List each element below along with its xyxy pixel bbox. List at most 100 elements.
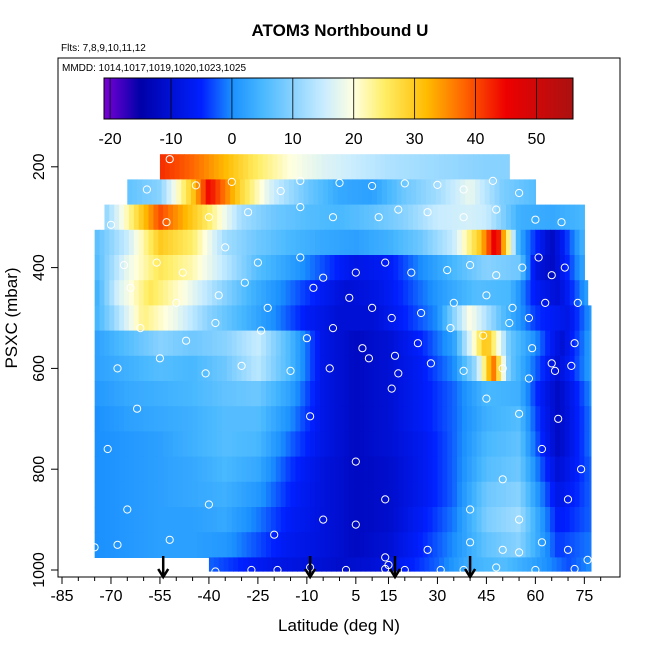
y-tick-label: 400 (31, 254, 48, 281)
heatmap-cell (393, 330, 399, 357)
heatmap-cell (349, 381, 355, 407)
heatmap-cell (202, 305, 208, 332)
heatmap-cell (231, 305, 238, 332)
heatmap-cell (163, 305, 169, 332)
heatmap-cell (417, 204, 424, 231)
heatmap-cell (310, 229, 316, 256)
heatmap-cell (334, 481, 341, 508)
heatmap-cell (104, 355, 110, 382)
sample-point (276, 186, 285, 196)
heatmap-cell (262, 154, 269, 180)
heatmap-cell (491, 456, 497, 483)
heatmap-cell (257, 154, 264, 180)
heatmap-cell (218, 557, 225, 572)
heatmap-cell (241, 280, 248, 306)
sample-point (515, 409, 524, 418)
sample-point (178, 268, 187, 277)
heatmap-cell (280, 280, 287, 306)
heatmap-cell (119, 355, 125, 382)
heatmap-cell (506, 456, 512, 483)
heatmap-cell (305, 507, 311, 533)
heatmap-cell (275, 330, 282, 357)
heatmap-cell (241, 532, 248, 558)
heatmap-cell (295, 204, 301, 231)
heatmap-cell (99, 330, 106, 357)
sample-point (492, 205, 501, 214)
heatmap-cell (329, 229, 336, 256)
heatmap-cell (554, 330, 561, 357)
sample-point (550, 366, 560, 375)
heatmap-cell (217, 255, 223, 281)
heatmap-cell (393, 481, 399, 508)
sample-point (358, 344, 367, 353)
sample-point (498, 475, 507, 484)
heatmap-cell (377, 179, 383, 206)
heatmap-cell (481, 532, 488, 558)
heatmap-cell (138, 229, 145, 256)
sample-point (515, 188, 524, 198)
heatmap-cell (217, 229, 223, 256)
heatmap-cell (515, 381, 522, 407)
heatmap-cell (293, 179, 300, 206)
heatmap-cell (226, 406, 233, 432)
heatmap-cell (429, 557, 435, 572)
heatmap-cell (422, 532, 429, 558)
heatmap-cell (305, 532, 311, 558)
heatmap-cell (496, 255, 502, 281)
heatmap-cell (417, 280, 424, 306)
heatmap-cell (510, 280, 517, 306)
sample-point (449, 298, 458, 307)
sample-point (508, 303, 517, 312)
heatmap-cell (153, 481, 159, 508)
heatmap-cell (447, 305, 453, 332)
heatmap-cell (176, 179, 182, 206)
heatmap-cell (427, 305, 434, 332)
heatmap-cell (324, 280, 331, 306)
heatmap-cell (393, 229, 399, 256)
heatmap-cell (465, 179, 471, 206)
sample-point (273, 565, 282, 575)
heatmap-cell (520, 229, 527, 256)
heatmap-cell (168, 381, 174, 407)
heatmap-cell (192, 280, 199, 306)
heatmap-cell (427, 507, 434, 533)
heatmap-cell (148, 381, 155, 407)
heatmap-cell (533, 179, 536, 206)
colorbar-tick-label: 20 (345, 131, 363, 148)
heatmap-cell (408, 255, 414, 281)
heatmap-cell (266, 255, 272, 281)
heatmap-cell (461, 507, 468, 533)
sample-point (351, 457, 360, 466)
heatmap-cell (486, 229, 492, 256)
heatmap-cell (504, 179, 510, 206)
heatmap-cell (148, 431, 155, 458)
heatmap-cell (540, 255, 546, 281)
heatmap-cell (310, 204, 316, 231)
heatmap-cell (496, 229, 502, 256)
heatmap-cell (393, 305, 399, 332)
heatmap-cell (398, 305, 404, 332)
sample-point (257, 326, 266, 335)
heatmap-cell (349, 204, 355, 231)
heatmap-cell (388, 280, 394, 306)
heatmap-cell (249, 179, 256, 206)
heatmap-cell (406, 179, 412, 206)
heatmap-cell (124, 481, 130, 508)
heatmap-cell (310, 255, 316, 281)
heatmap-cell (437, 456, 443, 483)
heatmap-cell (212, 305, 218, 332)
heatmap-cell (492, 154, 499, 180)
heatmap-cell (432, 280, 439, 306)
heatmap-cell (506, 280, 512, 306)
sample-point (368, 303, 377, 312)
heatmap-cell (329, 305, 336, 332)
heatmap-cell (412, 381, 419, 407)
heatmap-cell (579, 330, 585, 357)
heatmap-cell (442, 381, 448, 407)
heatmap-cell (331, 557, 337, 572)
heatmap-cell (375, 557, 381, 572)
heatmap-cell (579, 456, 585, 483)
heatmap-cell (104, 456, 110, 483)
heatmap-cell (540, 204, 546, 231)
heatmap-cell (280, 532, 287, 558)
